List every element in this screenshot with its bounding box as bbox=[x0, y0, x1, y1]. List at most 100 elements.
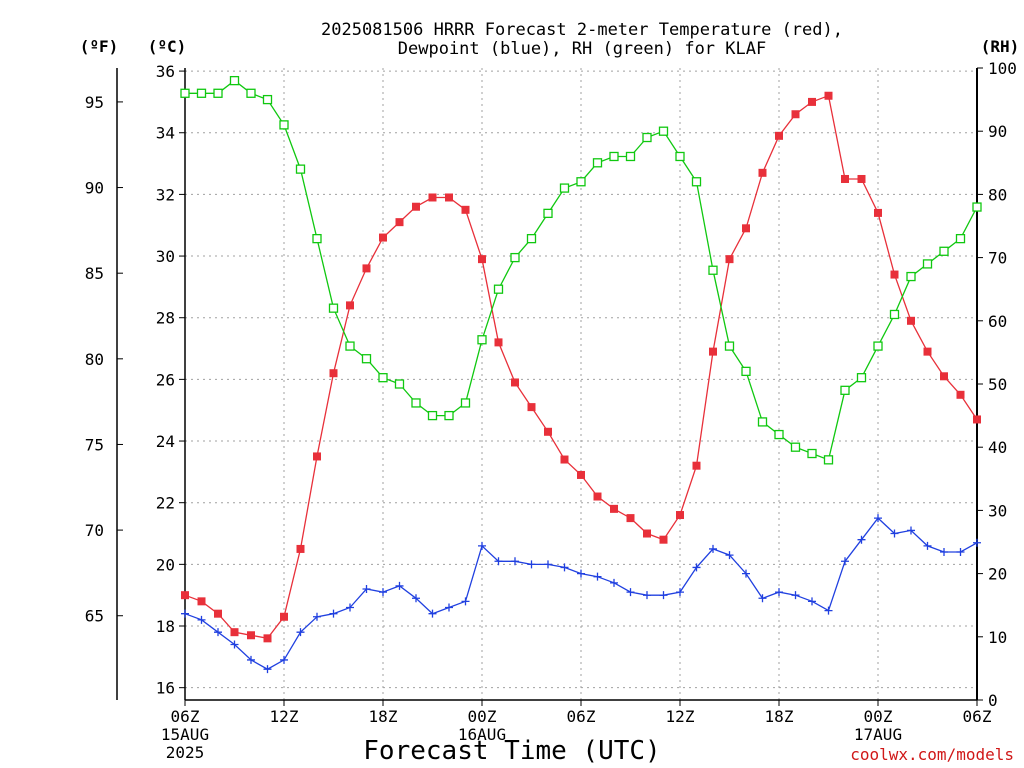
temperature-point bbox=[362, 264, 371, 273]
dewpoint-point bbox=[956, 548, 965, 557]
temperature-point bbox=[775, 131, 783, 140]
rh-point bbox=[856, 373, 867, 383]
dewpoint-point bbox=[725, 551, 734, 560]
credit-text: coolwx.com/models bbox=[850, 745, 1014, 764]
temperature-point bbox=[610, 504, 618, 513]
rh-point bbox=[906, 271, 916, 282]
x-tick-label: 06Z bbox=[171, 707, 200, 726]
rh-point bbox=[444, 410, 454, 421]
temperature-point bbox=[544, 427, 552, 436]
celsius-tick-label: 26 bbox=[156, 370, 175, 389]
rh-point bbox=[378, 373, 388, 383]
rh-point bbox=[939, 246, 949, 256]
celsius-tick-label: 36 bbox=[156, 62, 175, 81]
rh-point bbox=[922, 259, 933, 269]
rh-tick-label: 30 bbox=[988, 501, 1007, 520]
tick-labels: 16 18 20 22 24 26 28 30 32 34 36 65 70 75 80 85 90 95 0 10 2… bbox=[85, 59, 1017, 762]
rh-point bbox=[823, 455, 834, 465]
temperature-point bbox=[907, 316, 915, 325]
x-tick-date-label: 2025 bbox=[166, 743, 205, 762]
temperature-point bbox=[742, 224, 750, 233]
rh-tick-label: 60 bbox=[988, 312, 1007, 331]
dewpoint-point bbox=[692, 563, 701, 572]
dewpoint-point bbox=[544, 560, 552, 569]
temperature-point bbox=[560, 455, 569, 464]
temperature-point bbox=[280, 612, 288, 621]
temperature-point bbox=[445, 193, 453, 202]
rh-tick-label: 70 bbox=[988, 249, 1007, 268]
temperature-point bbox=[890, 270, 899, 279]
temperature-point bbox=[395, 218, 404, 227]
temperature-point bbox=[346, 301, 354, 310]
celsius-tick-label: 20 bbox=[156, 555, 175, 574]
x-tick-date-label: 16AUG bbox=[458, 725, 506, 744]
temperature-point bbox=[577, 470, 585, 479]
rh-point bbox=[955, 233, 966, 244]
x-tick-label: 06Z bbox=[567, 707, 596, 726]
rh-point bbox=[510, 252, 520, 263]
rh-point bbox=[642, 132, 652, 143]
dewpoint-point bbox=[461, 597, 470, 606]
rh-tick-label: 80 bbox=[988, 185, 1007, 204]
dewpoint-point bbox=[214, 628, 222, 637]
dewpoint-point bbox=[478, 541, 486, 550]
temperature-point bbox=[956, 390, 965, 399]
dewpoint-point bbox=[659, 591, 668, 600]
dewpoint-point bbox=[379, 588, 387, 597]
temperature-point bbox=[313, 452, 321, 461]
dewpoint-point bbox=[791, 591, 800, 600]
dewpoint-point bbox=[296, 628, 305, 637]
dewpoint-point bbox=[428, 609, 437, 618]
rh-tick-label: 0 bbox=[988, 691, 998, 710]
rh-point bbox=[691, 177, 702, 187]
dewpoint-point bbox=[593, 572, 602, 581]
celsius-tick-label: 34 bbox=[156, 124, 175, 143]
x-tick-label: 12Z bbox=[270, 707, 299, 726]
rh-point bbox=[427, 410, 438, 421]
rh-point bbox=[196, 88, 207, 98]
fahrenheit-tick-label: 80 bbox=[85, 350, 104, 369]
temperature-point bbox=[841, 174, 849, 183]
dewpoint-point bbox=[775, 588, 783, 597]
temperature-point bbox=[725, 255, 734, 264]
temperature-point bbox=[214, 609, 222, 618]
rh-point bbox=[295, 164, 306, 174]
x-axis-label: Forecast Time (UTC) bbox=[363, 736, 660, 766]
dewpoint-point bbox=[412, 594, 420, 603]
dewpoint-point bbox=[494, 557, 503, 566]
rh-point bbox=[724, 341, 735, 351]
fahrenheit-axis-unit: (ºF) bbox=[80, 37, 119, 56]
fahrenheit-tick-label: 65 bbox=[85, 607, 104, 626]
rh-point bbox=[774, 429, 784, 440]
rh-tick-label: 50 bbox=[988, 375, 1007, 394]
rh-point bbox=[246, 88, 256, 98]
dewpoint-point bbox=[643, 591, 651, 600]
rh-point bbox=[229, 75, 240, 86]
rh-point bbox=[873, 341, 883, 351]
temperature-point bbox=[329, 369, 338, 378]
temperature-point bbox=[874, 208, 882, 217]
rh-point bbox=[625, 151, 636, 162]
temperature-point bbox=[758, 168, 767, 177]
dewpoint-point bbox=[940, 548, 948, 557]
rh-point bbox=[675, 151, 685, 162]
dewpoint-point bbox=[560, 563, 569, 572]
fahrenheit-tick-label: 85 bbox=[85, 264, 104, 283]
rh-tick-label: 20 bbox=[988, 565, 1007, 584]
temperature-point bbox=[511, 378, 519, 387]
fahrenheit-tick-label: 95 bbox=[85, 93, 104, 112]
rh-point bbox=[889, 309, 900, 320]
dewpoint-point bbox=[280, 655, 288, 664]
rh-tick-label: 100 bbox=[988, 59, 1017, 78]
rh-point bbox=[972, 202, 982, 212]
dewpoint-point bbox=[973, 538, 981, 547]
temperature-point bbox=[494, 338, 503, 347]
rh-point bbox=[213, 88, 223, 98]
dewpoint-point bbox=[263, 665, 272, 674]
dewpoint-point bbox=[923, 541, 932, 550]
rh-point bbox=[262, 94, 273, 105]
dewpoint-point bbox=[247, 655, 255, 664]
rh-point bbox=[741, 366, 751, 377]
x-tick-label: 00Z bbox=[864, 707, 893, 726]
dewpoint-point bbox=[577, 569, 585, 578]
